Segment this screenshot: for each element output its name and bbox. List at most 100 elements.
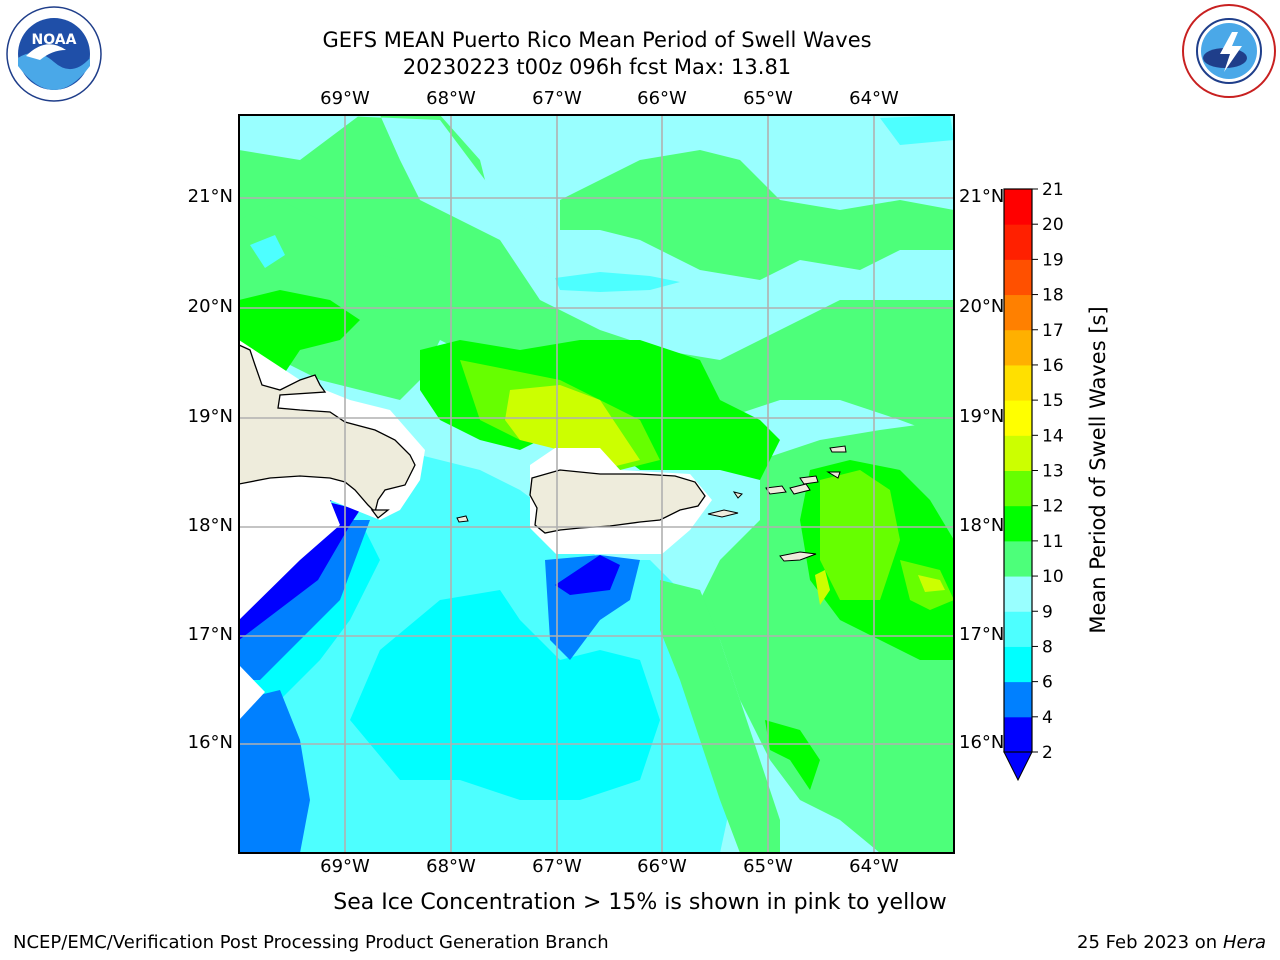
- lon-label-bottom: 66°W: [637, 856, 687, 877]
- land-hispaniola-tip: [370, 509, 390, 519]
- colorbar-band: [1004, 681, 1032, 718]
- lon-label-bottom: 64°W: [849, 856, 899, 877]
- gridlines: [239, 115, 954, 853]
- footer-date: 25 Feb 2023 on: [1077, 932, 1218, 953]
- lat-label-right: 17°N: [959, 624, 1005, 645]
- colorbar-band: [1004, 646, 1032, 683]
- lon-label-bottom: 67°W: [532, 856, 582, 877]
- footer-right: 25 Feb 2023 on Hera: [1077, 932, 1266, 953]
- field-6-8-patch-b: [555, 272, 680, 292]
- lon-label-top: 64°W: [849, 88, 899, 109]
- colorbar-tick-label: 8: [1042, 637, 1053, 657]
- field-2-4-a: [239, 690, 310, 853]
- footer-host: Hera: [1222, 932, 1266, 953]
- colorbar-band: [1004, 435, 1032, 471]
- lon-label-bottom: 65°W: [743, 856, 793, 877]
- noaa-logo-text: NOAA: [32, 32, 77, 48]
- colorbar-tick-label: 16: [1042, 356, 1064, 376]
- lon-label-top: 65°W: [743, 88, 793, 109]
- colorbar-tick-label: 14: [1042, 426, 1064, 446]
- lat-label-right: 21°N: [959, 186, 1005, 207]
- colorbar-band: [1004, 259, 1032, 296]
- lat-label-right: 20°N: [959, 296, 1005, 317]
- noaa-logo: NOAA: [6, 6, 102, 102]
- colorbar-tick-label: 15: [1042, 391, 1064, 411]
- lon-label-top: 66°W: [637, 88, 687, 109]
- colorbar: 2 4 6 8 9 10 11 12 13 14 15 16 17 18 19 20 21: [1003, 180, 1064, 782]
- colorbar-tick-label: 12: [1042, 497, 1064, 517]
- colorbar-tick-label: 21: [1042, 180, 1064, 200]
- colorbar-label: Mean Period of Swell Waves [s]: [1086, 306, 1110, 634]
- chart-subtitle: 20230223 t00z 096h fcst Max: 13.81: [402, 55, 792, 79]
- field-6-8-patch-a: [250, 235, 285, 268]
- land-anegada: [829, 445, 847, 453]
- land-virgin-islands: [765, 471, 841, 495]
- map-frame: [238, 114, 955, 854]
- nws-logo: [1180, 2, 1278, 100]
- nodata-west-small: [239, 665, 265, 720]
- lat-label-left: 17°N: [187, 624, 233, 645]
- field-12-13-c: [918, 575, 945, 592]
- colorbar-band: [1004, 294, 1032, 331]
- lat-label-left: 21°N: [187, 186, 233, 207]
- field-9-10-north: [239, 115, 954, 440]
- lat-label-left: 20°N: [187, 296, 233, 317]
- colorbar-tick-label: 17: [1042, 321, 1064, 341]
- nodata-west-coast: [239, 490, 340, 620]
- lat-label-left: 19°N: [187, 406, 233, 427]
- field-lt2-b: [555, 555, 620, 595]
- colorbar-band: [1004, 189, 1032, 225]
- colorbar-tick-label: 11: [1042, 532, 1064, 552]
- field-10-11-c: [239, 290, 360, 380]
- lat-label-right: 18°N: [959, 515, 1005, 536]
- colorbar-band: [1004, 540, 1032, 577]
- lon-label-bottom: 68°W: [426, 856, 476, 877]
- colorbar-band: [1004, 576, 1032, 612]
- land-mona: [456, 515, 469, 523]
- colorbar-tick-label: 18: [1042, 286, 1064, 306]
- colorbar-tick-label: 2: [1042, 743, 1053, 763]
- field-11-12-b: [820, 470, 900, 600]
- lon-label-bottom: 69°W: [320, 856, 370, 877]
- colorbar-band: [1004, 364, 1032, 401]
- colorbar-ticks: 2 4 6 8 9 10 11 12 13 14 15 16 17 18 19 20 21: [1032, 180, 1064, 763]
- footer-left: NCEP/EMC/Verification Post Processing Pr…: [13, 932, 609, 953]
- field-8-9-band: [320, 115, 560, 260]
- land-culebra: [732, 491, 743, 499]
- field-9-10-south-strip: [660, 580, 780, 853]
- lon-label-top: 67°W: [532, 88, 582, 109]
- field-12-13-b: [815, 570, 830, 605]
- colorbar-tick-label: 10: [1042, 567, 1064, 587]
- colorbar-band: [1004, 400, 1032, 436]
- lon-label-top: 68°W: [426, 88, 476, 109]
- colorbar-bands: [1004, 189, 1032, 753]
- lon-label-top: 69°W: [320, 88, 370, 109]
- lat-label-left: 16°N: [187, 732, 233, 753]
- land-st-croix: [779, 551, 817, 562]
- colorbar-band: [1004, 224, 1032, 260]
- colorbar-tick-label: 6: [1042, 673, 1053, 693]
- colorbar-tick-label: 4: [1042, 708, 1053, 728]
- field-9-10-ne: [560, 150, 954, 280]
- field-6-8-patch-c: [880, 115, 954, 145]
- chart-title: GEFS MEAN Puerto Rico Mean Period of Swe…: [322, 28, 872, 52]
- land-vieques: [707, 509, 739, 518]
- colorbar-tick-label: 20: [1042, 215, 1064, 235]
- colorbar-band: [1004, 329, 1032, 366]
- colorbar-band: [1004, 470, 1032, 507]
- colorbar-tick-label: 13: [1042, 462, 1064, 482]
- lat-label-right: 16°N: [959, 732, 1005, 753]
- field-2-4-c: [239, 520, 370, 680]
- colorbar-extend-arrow: [1003, 751, 1033, 782]
- field-10-11-d: [765, 720, 820, 790]
- field-12-13: [505, 385, 640, 470]
- lat-label-right: 19°N: [959, 406, 1005, 427]
- land-hispaniola: [239, 344, 416, 514]
- colorbar-band: [1004, 505, 1032, 542]
- colorbar-band: [1004, 611, 1032, 647]
- colorbar-tick-label: 19: [1042, 250, 1064, 270]
- lat-label-left: 18°N: [187, 515, 233, 536]
- colorbar-band: [1004, 716, 1032, 753]
- sea-ice-caption: Sea Ice Concentration > 15% is shown in …: [333, 890, 947, 915]
